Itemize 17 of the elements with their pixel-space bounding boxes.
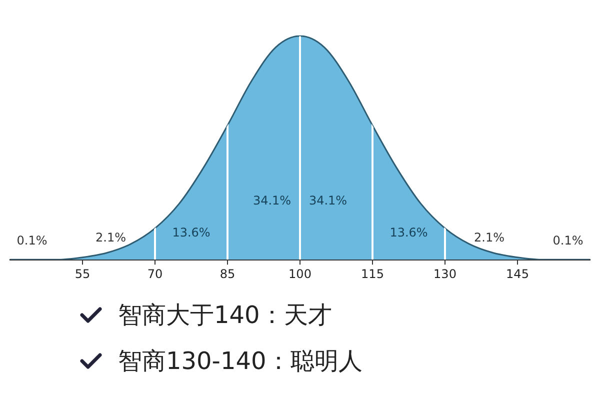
x-tick-label: 145: [506, 266, 529, 281]
x-tick-label: 70: [147, 266, 163, 281]
annotation: 34.1%: [308, 194, 348, 208]
annotation: 34.1%: [252, 194, 292, 208]
annotation: 0.1%: [16, 234, 48, 248]
x-tick-label: 85: [220, 266, 236, 281]
annotation: 2.1%: [474, 230, 504, 245]
x-tick-label: 100: [288, 266, 312, 281]
annotation: 13.6%: [172, 226, 210, 240]
x-tick-label: 115: [361, 266, 384, 281]
x-tick-label: 130: [434, 266, 456, 281]
x-tick-label: 55: [74, 266, 90, 281]
annotation: 0.1%: [552, 234, 584, 248]
annotation: 13.6%: [390, 226, 428, 240]
annotation: 2.1%: [96, 230, 126, 245]
text: 智商130-140：聪明人: [118, 346, 362, 377]
text: 智商大于140：天才: [118, 300, 332, 331]
